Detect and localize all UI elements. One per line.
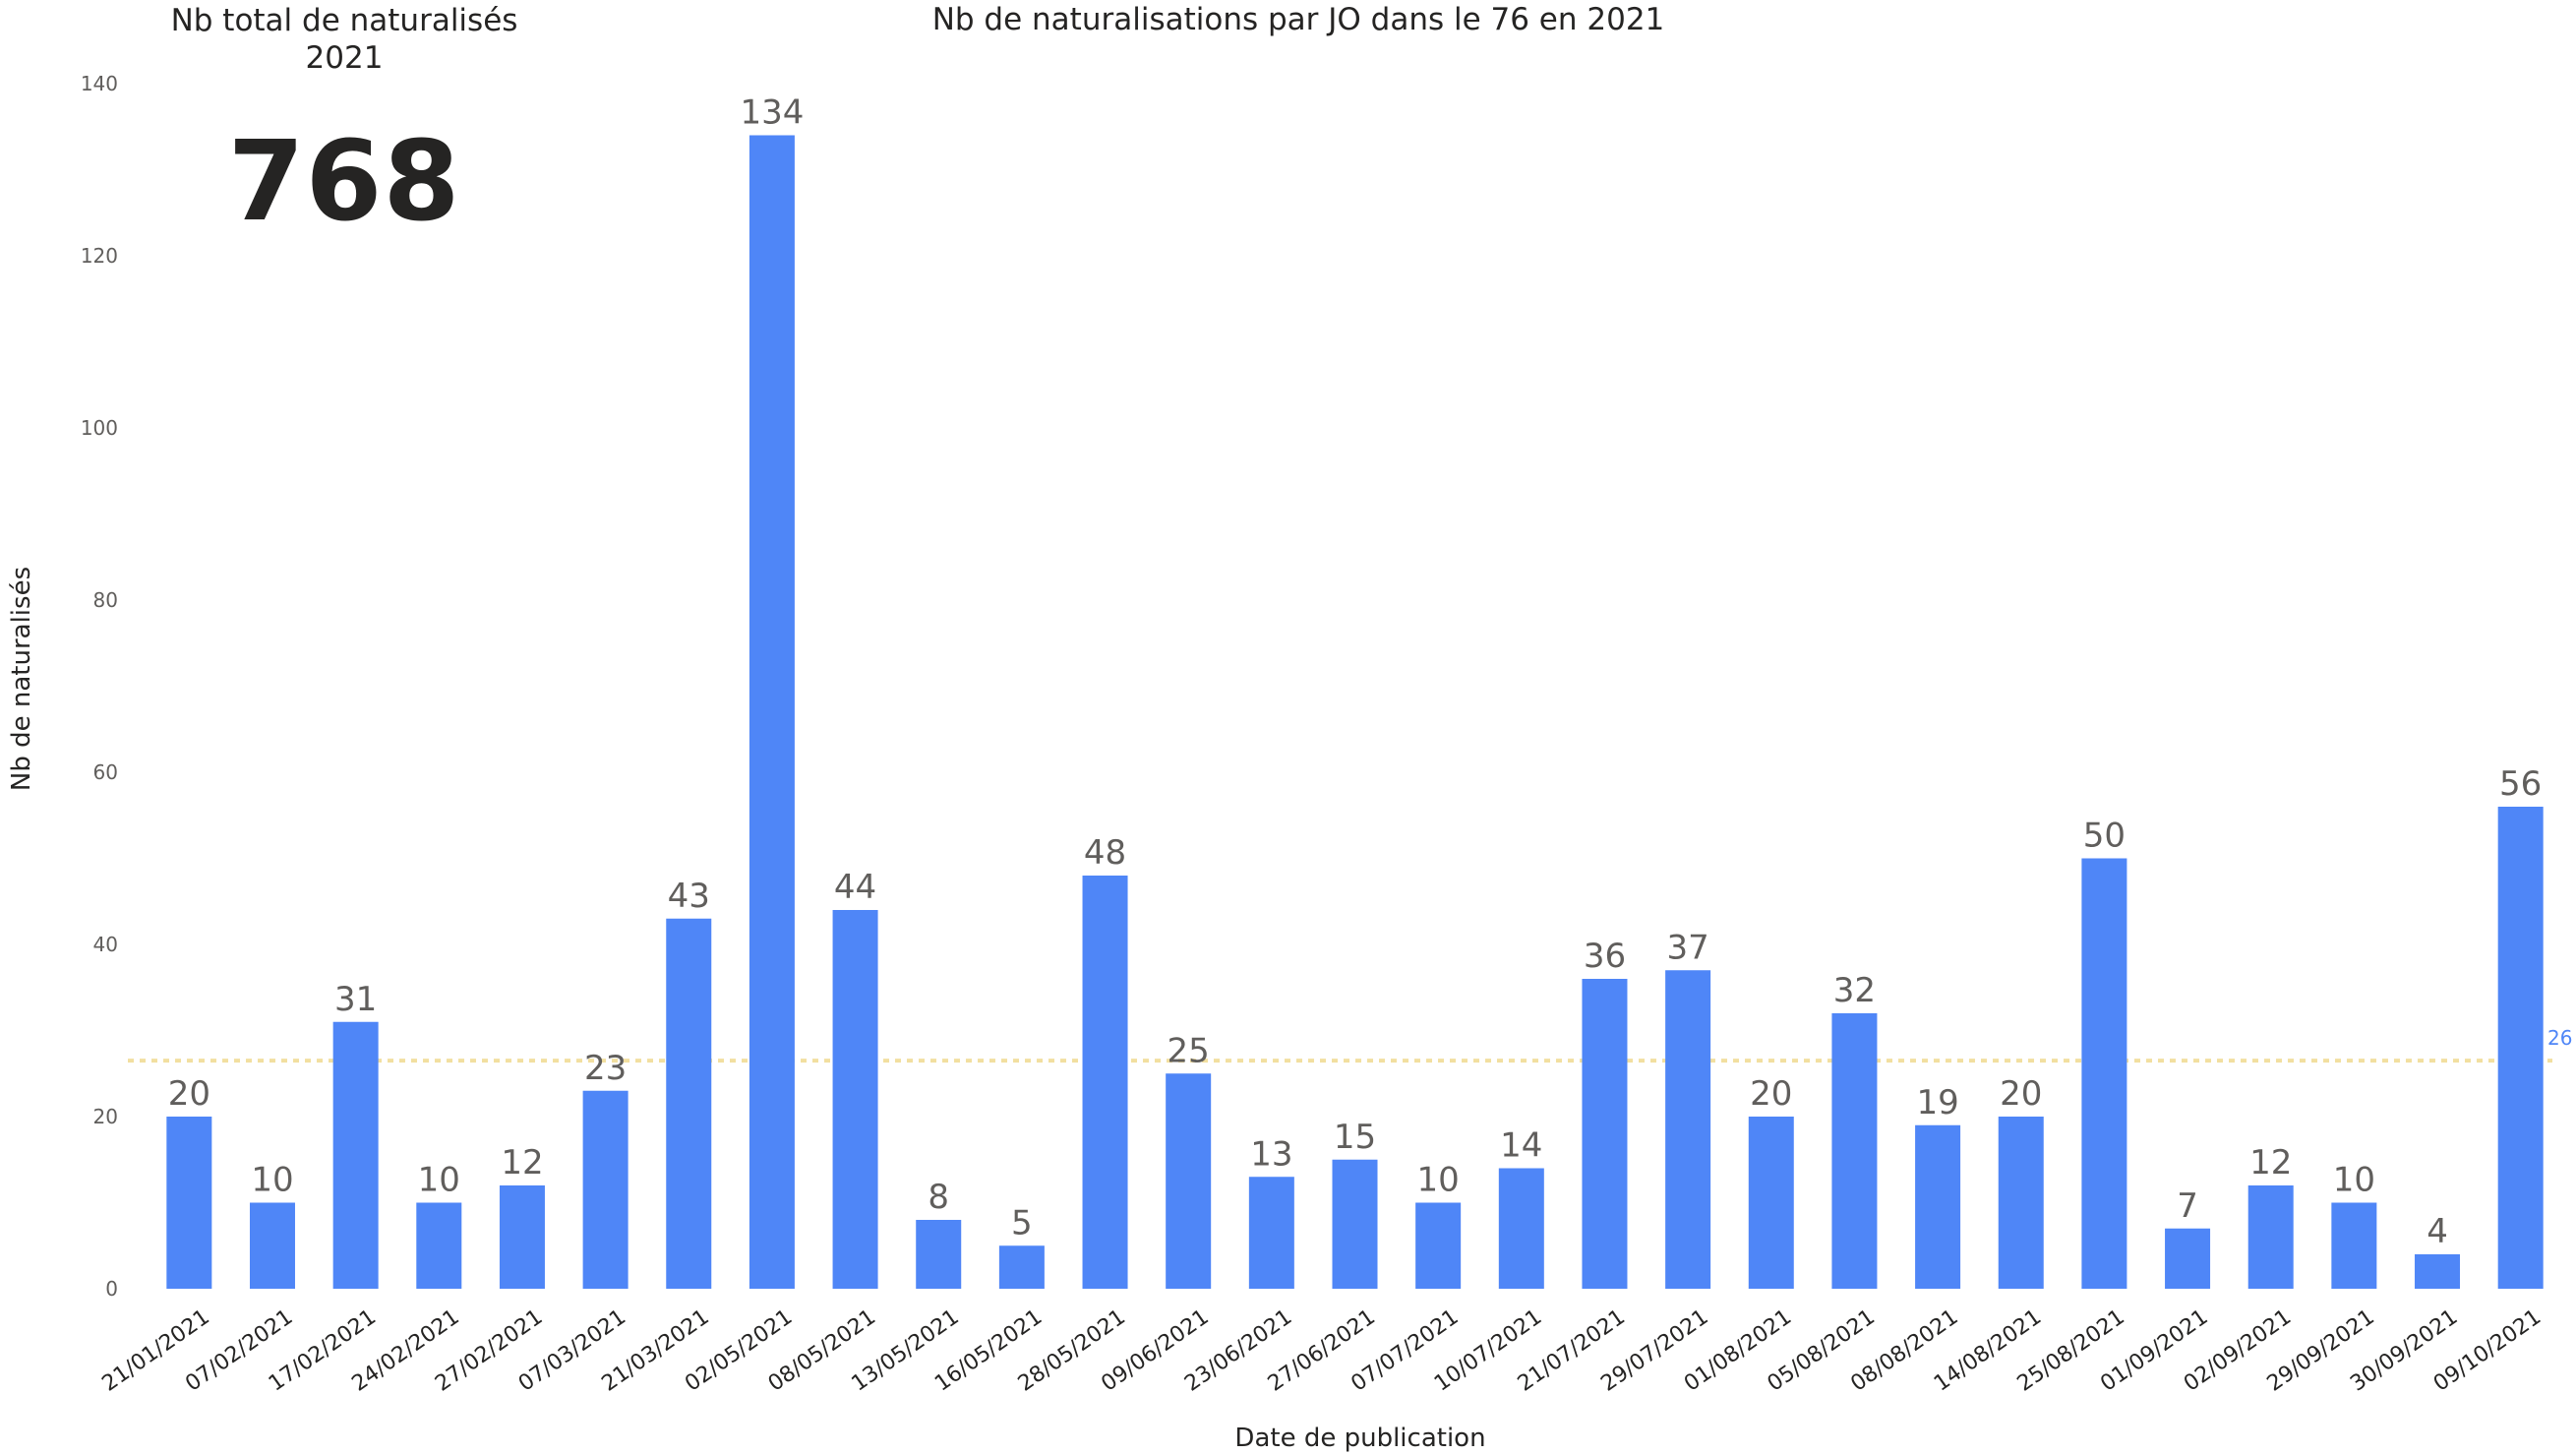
data-label: 134	[740, 93, 804, 133]
bar[interactable]	[1582, 979, 1628, 1289]
bar[interactable]	[1998, 1117, 2044, 1289]
average-line-group: 26	[128, 1026, 2572, 1063]
x-axis-ticks: 21/01/202107/02/202117/02/202124/02/2021…	[98, 1304, 2546, 1396]
bar[interactable]	[2497, 807, 2544, 1289]
data-label: 7	[2177, 1186, 2198, 1226]
data-label: 20	[168, 1074, 210, 1114]
bar[interactable]	[2415, 1254, 2461, 1289]
y-axis-ticks: 0 20 40 60 80 100 120 140	[81, 72, 118, 1301]
bar[interactable]	[582, 1090, 629, 1289]
bar[interactable]	[1248, 1177, 1294, 1289]
data-label: 5	[1011, 1203, 1033, 1243]
bar[interactable]	[2331, 1202, 2377, 1290]
bar[interactable]	[998, 1245, 1045, 1289]
data-label: 10	[418, 1161, 460, 1200]
kpi-title: Nb total de naturalisés 2021	[128, 2, 561, 77]
y-tick-label: 20	[93, 1105, 118, 1128]
data-label: 10	[251, 1161, 293, 1200]
bar[interactable]	[332, 1021, 379, 1289]
bar[interactable]	[2247, 1185, 2294, 1289]
bar[interactable]	[916, 1220, 962, 1289]
bar[interactable]	[1915, 1124, 1961, 1289]
y-axis-title: Nb de naturalisés	[7, 567, 36, 791]
data-labels: 20 10 31 10 12 23 43 134 44 8 5 48 25 13 15 10 14 36 37 20 3…	[168, 93, 2543, 1252]
bar[interactable]	[1831, 1013, 1878, 1289]
bar[interactable]	[749, 135, 795, 1290]
bar[interactable]	[1332, 1159, 1378, 1289]
bar[interactable]	[1748, 1117, 1794, 1289]
y-tick-label: 60	[93, 760, 118, 784]
data-label: 8	[928, 1178, 949, 1217]
data-label: 56	[2499, 764, 2542, 804]
data-label: 48	[1084, 833, 1126, 873]
data-label: 4	[2426, 1212, 2448, 1251]
bar[interactable]	[2165, 1228, 2211, 1289]
bar[interactable]	[2081, 858, 2127, 1290]
bar[interactable]	[832, 910, 878, 1289]
bar[interactable]	[1665, 970, 1711, 1289]
data-label: 36	[1584, 937, 1626, 976]
bar[interactable]	[499, 1185, 545, 1289]
bar[interactable]	[666, 918, 712, 1289]
data-label: 15	[1334, 1118, 1376, 1157]
y-tick-label: 80	[93, 588, 118, 612]
average-line-label: 26	[2547, 1026, 2572, 1050]
bars	[166, 135, 2544, 1290]
data-label: 12	[501, 1143, 543, 1182]
data-label: 19	[1916, 1083, 1958, 1122]
data-label: 25	[1168, 1031, 1210, 1070]
y-tick-label: 0	[105, 1277, 118, 1301]
data-label: 32	[1833, 971, 1876, 1010]
x-axis-title: Date de publication	[1234, 1424, 1485, 1453]
kpi-title-line1: Nb total de naturalisés	[170, 3, 518, 38]
bar[interactable]	[1166, 1073, 1212, 1289]
bar[interactable]	[416, 1202, 462, 1290]
data-label: 31	[334, 980, 377, 1019]
data-label: 10	[1417, 1161, 1460, 1200]
data-label: 10	[2333, 1161, 2375, 1200]
bar[interactable]	[166, 1117, 212, 1289]
data-label: 37	[1666, 928, 1708, 967]
data-label: 23	[584, 1049, 627, 1088]
y-tick-label: 40	[93, 933, 118, 956]
y-tick-label: 100	[81, 416, 118, 440]
y-tick-label: 140	[81, 72, 118, 95]
data-label: 13	[1250, 1134, 1292, 1174]
y-tick-label: 120	[81, 244, 118, 268]
data-label: 20	[1750, 1074, 1792, 1114]
data-label: 50	[2083, 817, 2126, 856]
data-label: 44	[834, 868, 876, 907]
kpi-title-line2: 2021	[305, 40, 384, 76]
chart-title: Nb de naturalisations par JO dans le 76 …	[931, 2, 1665, 37]
bar[interactable]	[1415, 1202, 1462, 1290]
data-label: 43	[668, 877, 710, 916]
data-label: 12	[2249, 1143, 2292, 1182]
data-label: 14	[1500, 1126, 1542, 1166]
bar[interactable]	[249, 1202, 295, 1290]
bar[interactable]	[1498, 1168, 1544, 1290]
data-label: 20	[2000, 1074, 2042, 1114]
bar[interactable]	[1082, 876, 1128, 1289]
kpi-value: 768	[227, 118, 461, 246]
